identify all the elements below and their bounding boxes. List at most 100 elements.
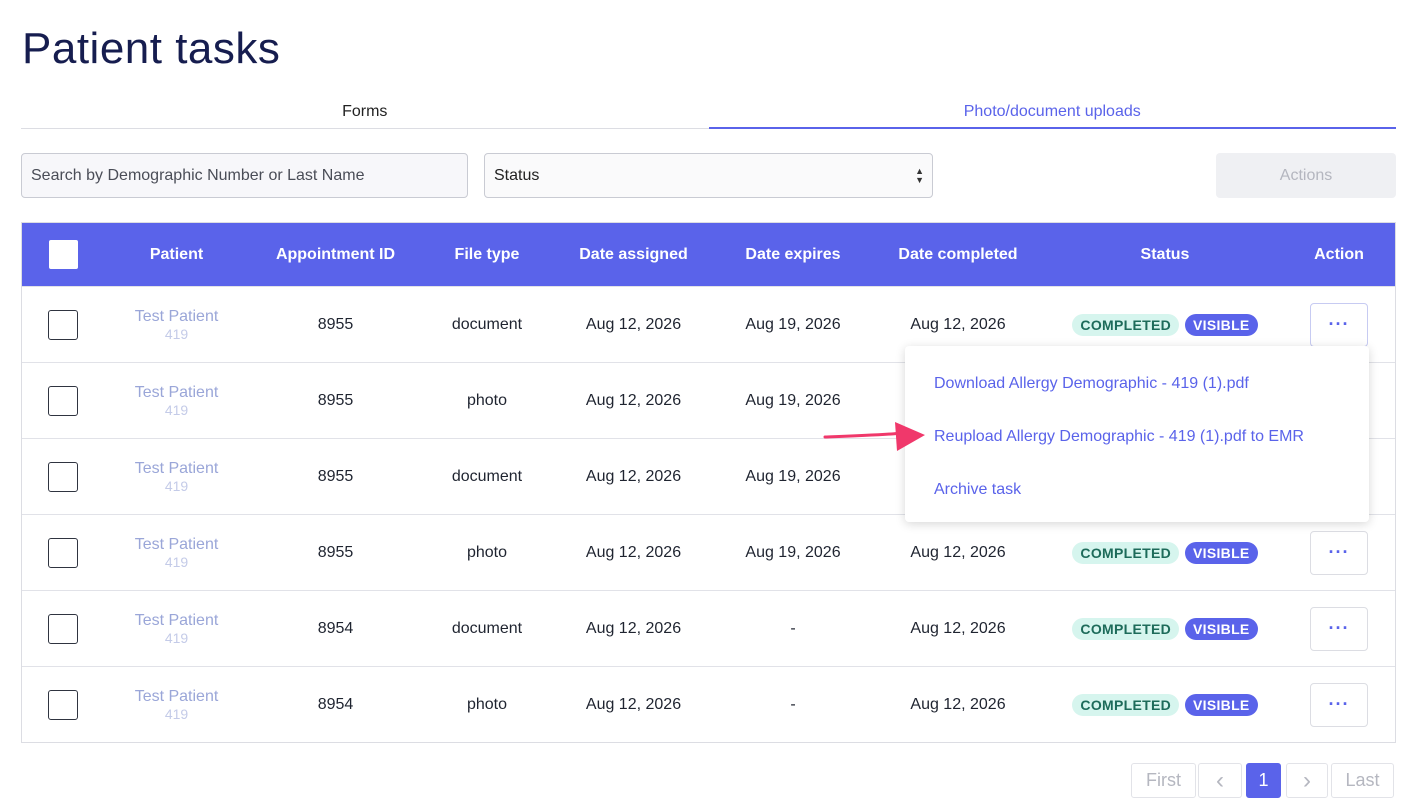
search-input[interactable]	[21, 153, 468, 198]
header-date-assigned[interactable]: Date assigned	[579, 245, 688, 263]
date-expires-cell: -	[790, 695, 796, 713]
patient-id: 419	[164, 629, 189, 646]
row-checkbox[interactable]	[48, 613, 78, 644]
row-actions-button[interactable]: ···	[1310, 606, 1368, 651]
row-checkbox[interactable]	[48, 385, 78, 416]
row-checkbox-cell	[22, 385, 104, 416]
patient-name[interactable]: Test Patient	[134, 383, 219, 401]
date-completed-cell: Aug 12, 2026	[910, 619, 1006, 637]
prev-page-icon[interactable]: ‹	[1198, 763, 1242, 798]
file-type-cell: photo	[466, 695, 508, 713]
date-expires-cell: Aug 19, 2026	[745, 391, 841, 409]
visibility-badge: VISIBLE	[1185, 541, 1258, 564]
status-badge: COMPLETED	[1072, 693, 1180, 716]
table-row: Test Patient 419 8954 photo Aug 12, 2026…	[22, 666, 1395, 742]
patient-id: 419	[164, 401, 189, 418]
date-expires-cell: Aug 19, 2026	[745, 315, 841, 333]
status-select[interactable]: Status ▲ ▼	[484, 153, 933, 198]
row-checkbox[interactable]	[48, 461, 78, 492]
row-actions-dropdown: Download Allergy Demographic - 419 (1).p…	[905, 346, 1369, 522]
row-checkbox[interactable]	[48, 689, 78, 720]
appointment-id-cell: 8955	[317, 315, 354, 333]
patient-name[interactable]: Test Patient	[134, 307, 219, 325]
action-cell: ···	[1285, 606, 1393, 651]
row-checkbox-cell	[22, 613, 104, 644]
appointment-id-cell: 8954	[317, 695, 354, 713]
file-type-cell: photo	[466, 543, 508, 561]
row-actions-button[interactable]: ···	[1310, 682, 1368, 727]
patient-name[interactable]: Test Patient	[134, 611, 219, 629]
select-all-checkbox[interactable]	[48, 240, 78, 269]
status-badge: COMPLETED	[1072, 313, 1180, 336]
header-file-type[interactable]: File type	[454, 245, 520, 263]
row-checkbox-cell	[22, 309, 104, 340]
table-row: Test Patient 419 8955 photo Aug 12, 2026…	[22, 362, 1395, 438]
row-checkbox-cell	[22, 537, 104, 568]
status-badge: COMPLETED	[1072, 617, 1180, 640]
row-actions-button[interactable]: ···	[1310, 530, 1368, 575]
date-assigned-cell: Aug 12, 2026	[585, 391, 682, 409]
date-assigned-cell: Aug 12, 2026	[585, 543, 682, 561]
tab-forms[interactable]: Forms	[342, 103, 388, 120]
file-type-cell: document	[451, 467, 523, 485]
status-cell: COMPLETED VISIBLE	[1045, 541, 1285, 564]
date-assigned-cell: Aug 12, 2026	[585, 619, 682, 637]
reupload-to-emr-menu-item[interactable]: Reupload Allergy Demographic - 419 (1).p…	[934, 428, 1304, 445]
header-status[interactable]: Status	[1140, 245, 1190, 263]
last-page-button[interactable]: Last	[1331, 763, 1394, 798]
appointment-id-cell: 8954	[317, 619, 354, 637]
date-completed-cell: Aug 12, 2026	[910, 695, 1006, 713]
date-expires-cell: Aug 19, 2026	[745, 467, 841, 485]
date-expires-cell: Aug 19, 2026	[745, 543, 841, 561]
status-badge: COMPLETED	[1072, 541, 1180, 564]
patient-cell[interactable]: Test Patient 419	[104, 536, 249, 570]
action-cell: ···	[1285, 530, 1393, 575]
appointment-id-cell: 8955	[317, 543, 354, 561]
current-page-button[interactable]: 1	[1246, 763, 1281, 798]
visibility-badge: VISIBLE	[1185, 693, 1258, 716]
table-row: Test Patient 419 8955 document Aug 12, 2…	[22, 286, 1395, 362]
action-cell: ···	[1285, 682, 1393, 727]
header-date-completed[interactable]: Date completed	[898, 245, 1018, 263]
row-checkbox-cell	[22, 689, 104, 720]
patient-name[interactable]: Test Patient	[134, 459, 219, 477]
header-appointment-id[interactable]: Appointment ID	[275, 245, 396, 263]
tab-photo-document-uploads[interactable]: Photo/document uploads	[708, 96, 1396, 129]
patient-cell[interactable]: Test Patient 419	[104, 688, 249, 722]
next-page-icon[interactable]: ›	[1286, 763, 1328, 798]
row-actions-button[interactable]: ···	[1310, 302, 1368, 347]
status-cell: COMPLETED VISIBLE	[1045, 693, 1285, 716]
row-checkbox[interactable]	[48, 537, 78, 568]
patient-cell[interactable]: Test Patient 419	[104, 460, 249, 494]
header-patient[interactable]: Patient	[149, 245, 204, 263]
patient-cell[interactable]: Test Patient 419	[104, 612, 249, 646]
date-assigned-cell: Aug 12, 2026	[585, 695, 682, 713]
patient-id: 419	[164, 705, 189, 722]
header-date-expires[interactable]: Date expires	[745, 245, 841, 263]
status-select-value: Status	[494, 166, 540, 184]
file-type-cell: photo	[466, 391, 508, 409]
actions-button[interactable]: Actions	[1216, 153, 1396, 198]
first-page-button[interactable]: First	[1131, 763, 1196, 798]
date-completed-cell: Aug 12, 2026	[910, 315, 1006, 333]
appointment-id-cell: 8955	[317, 467, 354, 485]
header-checkbox-cell	[22, 240, 104, 269]
patient-id: 419	[164, 325, 189, 342]
download-file-menu-item[interactable]: Download Allergy Demographic - 419 (1).p…	[934, 375, 1249, 392]
patient-cell[interactable]: Test Patient 419	[104, 308, 249, 342]
archive-task-menu-item[interactable]: Archive task	[934, 481, 1022, 498]
row-checkbox[interactable]	[48, 309, 78, 340]
patient-id: 419	[164, 553, 189, 570]
date-completed-cell: Aug 12, 2026	[910, 543, 1006, 561]
visibility-badge: VISIBLE	[1185, 617, 1258, 640]
header-action: Action	[1314, 245, 1364, 263]
table-row: Test Patient 419 8954 document Aug 12, 2…	[22, 590, 1395, 666]
patient-name[interactable]: Test Patient	[134, 687, 219, 705]
patient-name[interactable]: Test Patient	[134, 535, 219, 553]
table-row: Test Patient 419 8955 document Aug 12, 2…	[22, 438, 1395, 514]
date-expires-cell: -	[790, 619, 796, 637]
table-header: Patient Appointment ID File type Date as…	[22, 223, 1395, 286]
patient-cell[interactable]: Test Patient 419	[104, 384, 249, 418]
select-arrows-icon: ▲ ▼	[915, 166, 924, 185]
row-checkbox-cell	[22, 461, 104, 492]
